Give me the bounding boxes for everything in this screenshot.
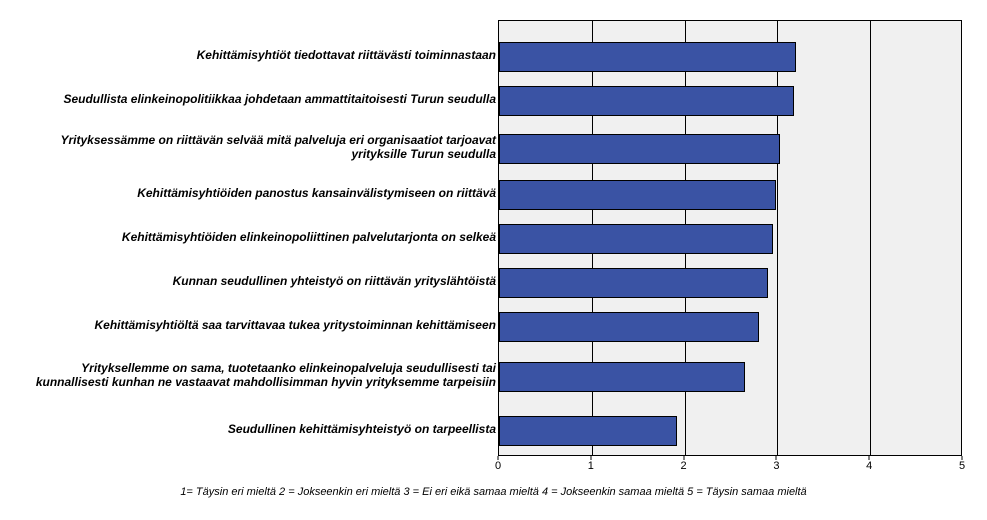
x-tick: [869, 456, 870, 460]
x-tick-label: 1: [588, 460, 594, 472]
bar: [499, 134, 780, 164]
x-tick-label: 2: [681, 460, 687, 472]
y-label: Kehittämisyhtiöiden elinkeinopoliittinen…: [122, 231, 498, 245]
legend-text: 1= Täysin eri mieltä 2 = Jokseenkin eri …: [0, 486, 987, 498]
x-tick: [776, 456, 777, 460]
bar: [499, 312, 759, 342]
y-label: Seudullista elinkeinopolitiikkaa johdeta…: [63, 93, 498, 107]
y-label: Kehittämisyhtiöltä saa tarvittavaa tukea…: [95, 319, 498, 333]
y-label-row: Yrityksessämme on riittävän selvää mitä …: [18, 132, 498, 164]
chart-container: Kehittämisyhtiöt tiedottavat riittävästi…: [0, 0, 987, 520]
y-label-row: Yrityksellemme on sama, tuotetaanko elin…: [18, 353, 498, 399]
bar: [499, 42, 796, 72]
x-tick: [498, 456, 499, 460]
y-label-row: Kehittämisyhtiöiden elinkeinopoliittinen…: [18, 229, 498, 247]
y-label: Kehittämisyhtiöiden panostus kansainväli…: [137, 187, 498, 201]
x-tick-label: 0: [495, 460, 501, 472]
x-axis-labels: 0 1 2 3 4 5: [498, 458, 962, 476]
bar: [499, 224, 773, 254]
x-tick-label: 4: [866, 460, 872, 472]
bar: [499, 362, 745, 392]
bar: [499, 86, 794, 116]
y-label-row: Kunnan seudullinen yhteistyö on riittävä…: [18, 273, 498, 291]
x-tick: [590, 456, 591, 460]
gridline: [870, 21, 871, 455]
y-label-row: Kehittämisyhtiöltä saa tarvittavaa tukea…: [18, 317, 498, 335]
y-label-row: Kehittämisyhtiöiden panostus kansainväli…: [18, 185, 498, 203]
y-label: Yrityksessämme on riittävän selvää mitä …: [18, 134, 498, 162]
y-label: Kunnan seudullinen yhteistyö on riittävä…: [173, 275, 498, 289]
y-label: Yrityksellemme on sama, tuotetaanko elin…: [18, 362, 498, 390]
y-label-row: Kehittämisyhtiöt tiedottavat riittävästi…: [18, 47, 498, 65]
y-label: Seudullinen kehittämisyhteistyö on tarpe…: [228, 423, 498, 437]
x-tick: [962, 456, 963, 460]
plot-area: [498, 20, 962, 456]
y-label-row: Seudullinen kehittämisyhteistyö on tarpe…: [18, 421, 498, 439]
y-label-row: Seudullista elinkeinopolitiikkaa johdeta…: [18, 91, 498, 109]
y-label: Kehittämisyhtiöt tiedottavat riittävästi…: [197, 49, 498, 63]
bar: [499, 416, 677, 446]
x-tick: [683, 456, 684, 460]
bar: [499, 180, 776, 210]
x-tick-label: 3: [773, 460, 779, 472]
bar: [499, 268, 768, 298]
y-axis-labels: Kehittämisyhtiöt tiedottavat riittävästi…: [0, 20, 498, 456]
x-tick-label: 5: [959, 460, 965, 472]
